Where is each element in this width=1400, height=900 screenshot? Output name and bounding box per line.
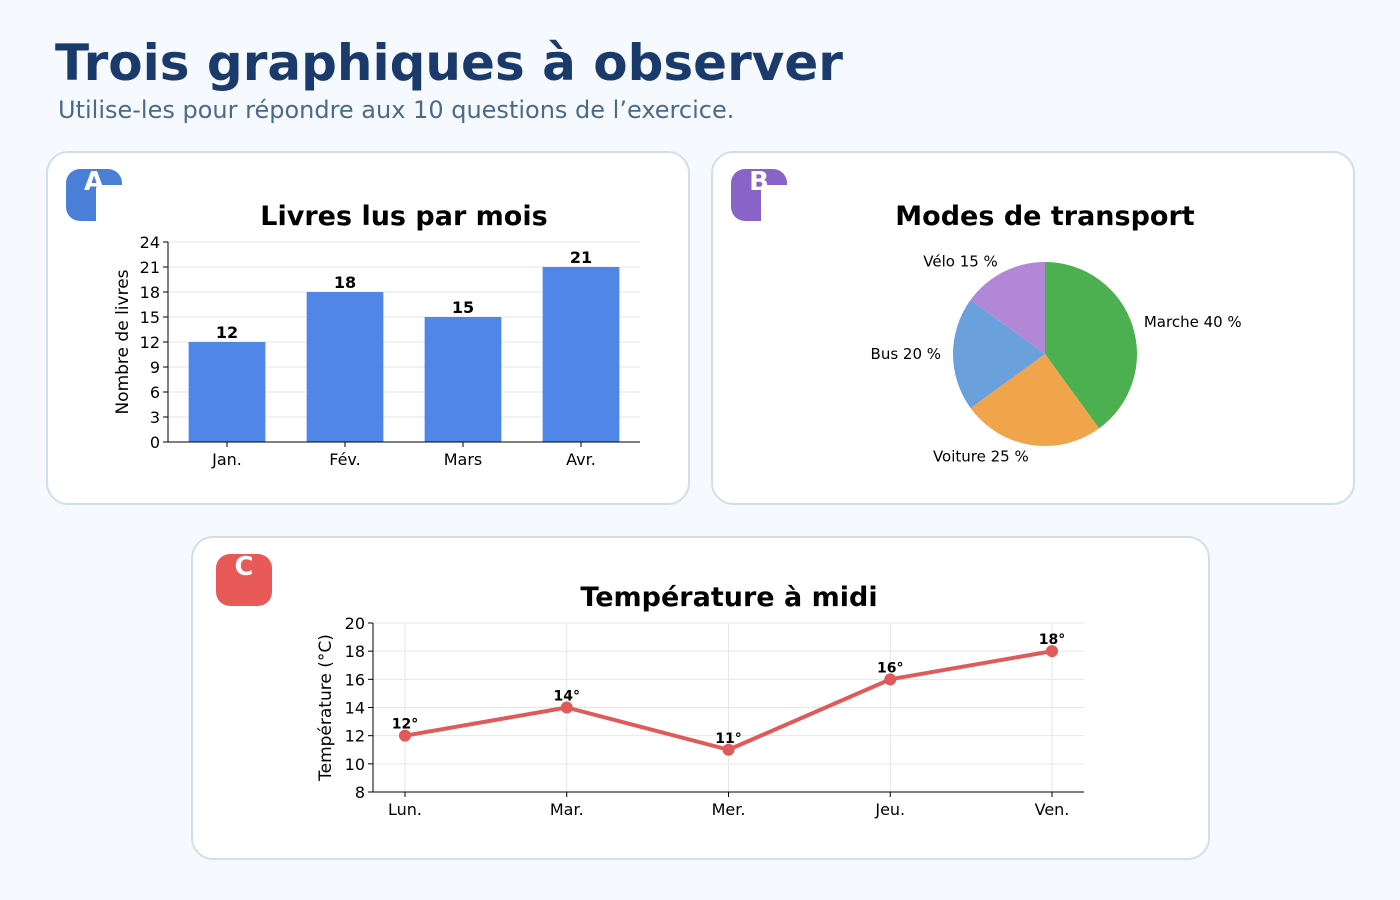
bar-chart-svg: Livres lus par mois 0 3 6 9 12 15 18 21 24 12 Jan. 1… (113, 201, 640, 469)
page-subtitle: Utilise-les pour répondre aux 10 questio… (58, 96, 735, 124)
x-tick-label: Jeu. (874, 800, 905, 819)
data-label: 18° (1039, 632, 1065, 648)
y-tick-label: 24 (140, 233, 160, 252)
data-point (560, 701, 573, 714)
badge-notch (96, 185, 122, 225)
y-tick-label: 20 (345, 614, 365, 633)
chart-title: Température à midi (580, 582, 877, 613)
y-tick-label: 3 (150, 408, 160, 427)
y-axis-label: Nombre de livres (113, 269, 133, 414)
bar (424, 317, 502, 442)
x-tick-label: Ven. (1035, 800, 1070, 819)
y-tick-label: 9 (150, 358, 160, 377)
badge-letter: B (749, 167, 769, 197)
badge-letter: A (83, 167, 105, 197)
data-label: 14° (554, 689, 580, 705)
x-tick-label: Mar. (550, 800, 584, 819)
chart-card-b: B Modes de transport Marche 40 % Voiture 2… (711, 151, 1355, 505)
data-label: 12 (216, 323, 238, 342)
data-label: 12° (392, 717, 418, 733)
badge-notch (761, 185, 787, 225)
badge-letter: C (234, 552, 254, 582)
slice-label: Voiture 25 % (933, 448, 1029, 466)
y-tick-label: 14 (345, 699, 365, 718)
x-tick-label: Fév. (329, 450, 360, 469)
data-point (722, 743, 735, 756)
x-tick-label: Mer. (712, 800, 746, 819)
y-tick-label: 10 (345, 755, 365, 774)
pie-slice (970, 262, 1045, 354)
y-tick-label: 12 (345, 727, 365, 746)
x-tick-label: Avr. (566, 450, 596, 469)
bar (188, 342, 266, 442)
bar (306, 292, 384, 442)
chart-badge-a: A (66, 167, 122, 225)
y-tick-label: 16 (345, 670, 365, 689)
y-axis-label: Température (°C) (316, 634, 336, 782)
line-chart-svg: Température à midi 8 10 12 14 16 18 20 Lun. Mar. M… (316, 582, 1084, 819)
x-tick-label: Mars (444, 450, 483, 469)
y-tick-label: 21 (140, 258, 160, 277)
y-tick-label: 15 (140, 308, 160, 327)
chart-badge-c: C (216, 554, 272, 606)
y-tick-label: 18 (140, 283, 160, 302)
pie-slice (1045, 262, 1137, 429)
x-tick-label: Lun. (388, 800, 422, 819)
data-label: 11° (715, 731, 741, 747)
chart-title: Modes de transport (895, 201, 1194, 232)
data-point (884, 673, 897, 686)
chart-title: Livres lus par mois (260, 201, 547, 232)
chart-badge-b: B (731, 167, 787, 225)
page-title: Trois graphiques à observer (55, 34, 843, 92)
pie-slice (970, 354, 1100, 446)
y-tick-label: 0 (150, 433, 160, 452)
bar (542, 267, 620, 442)
pie-slice (953, 299, 1045, 409)
slice-label: Marche 40 % (1144, 313, 1242, 331)
x-tick-label: Jan. (211, 450, 242, 469)
data-label: 21 (570, 248, 592, 267)
y-tick-label: 18 (345, 642, 365, 661)
pie-chart-svg: Modes de transport Marche 40 % Voiture 25 … (871, 201, 1242, 466)
chart-card-c: C Température à midi 8 10 12 14 16 18 20 Lun. Mar… (191, 536, 1210, 860)
data-point (1046, 645, 1058, 658)
slice-label: Bus 20 % (871, 345, 942, 363)
data-label: 15 (452, 298, 474, 317)
y-tick-label: 6 (150, 383, 160, 402)
chart-card-a: A Livres lus par mois 0 3 6 9 12 15 18 21 24 12 Jan… (46, 151, 690, 505)
slice-label: Vélo 15 % (923, 252, 998, 270)
data-label: 16° (877, 660, 903, 676)
y-tick-label: 8 (355, 783, 365, 802)
y-tick-label: 12 (140, 333, 160, 352)
data-label: 18 (334, 273, 356, 292)
data-point (399, 729, 411, 742)
